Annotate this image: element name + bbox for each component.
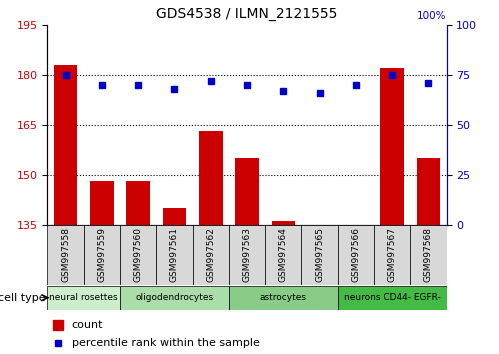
Bar	[54, 65, 77, 225]
Bar	[271, 222, 295, 225]
Text: GSM997559: GSM997559	[97, 227, 106, 282]
Bar	[301, 225, 338, 285]
Bar	[163, 208, 186, 225]
Text: 100%: 100%	[417, 11, 447, 21]
Text: GSM997565: GSM997565	[315, 227, 324, 282]
Text: GSM997563: GSM997563	[243, 227, 251, 282]
Text: GSM997568: GSM997568	[424, 227, 433, 282]
Text: oligodendrocytes: oligodendrocytes	[135, 293, 214, 302]
Bar	[47, 286, 120, 310]
Bar	[193, 225, 229, 285]
Text: neural rosettes: neural rosettes	[49, 293, 118, 302]
Bar	[120, 225, 156, 285]
Text: GSM997560: GSM997560	[134, 227, 143, 282]
Bar	[199, 131, 223, 225]
Bar	[156, 225, 193, 285]
Bar	[338, 286, 447, 310]
Bar	[417, 158, 440, 225]
Bar	[84, 225, 120, 285]
Bar	[47, 225, 84, 285]
Text: GSM997558: GSM997558	[61, 227, 70, 282]
Bar	[120, 286, 229, 310]
Bar	[265, 225, 301, 285]
Text: percentile rank within the sample: percentile rank within the sample	[72, 338, 260, 348]
Text: cell type: cell type	[0, 293, 45, 303]
Bar	[126, 182, 150, 225]
Bar	[229, 286, 338, 310]
Bar	[410, 225, 447, 285]
Bar	[229, 225, 265, 285]
Text: GSM997566: GSM997566	[351, 227, 360, 282]
Bar	[338, 225, 374, 285]
Text: GSM997561: GSM997561	[170, 227, 179, 282]
Text: astrocytes: astrocytes	[260, 293, 307, 302]
Text: GSM997567: GSM997567	[388, 227, 397, 282]
Text: count: count	[72, 320, 103, 330]
Bar	[380, 68, 404, 225]
Bar	[374, 225, 410, 285]
Title: GDS4538 / ILMN_2121555: GDS4538 / ILMN_2121555	[156, 7, 338, 21]
Text: GSM997562: GSM997562	[206, 227, 215, 282]
Bar	[90, 182, 114, 225]
Bar	[235, 158, 259, 225]
Text: neurons CD44- EGFR-: neurons CD44- EGFR-	[344, 293, 441, 302]
Text: GSM997564: GSM997564	[279, 227, 288, 282]
